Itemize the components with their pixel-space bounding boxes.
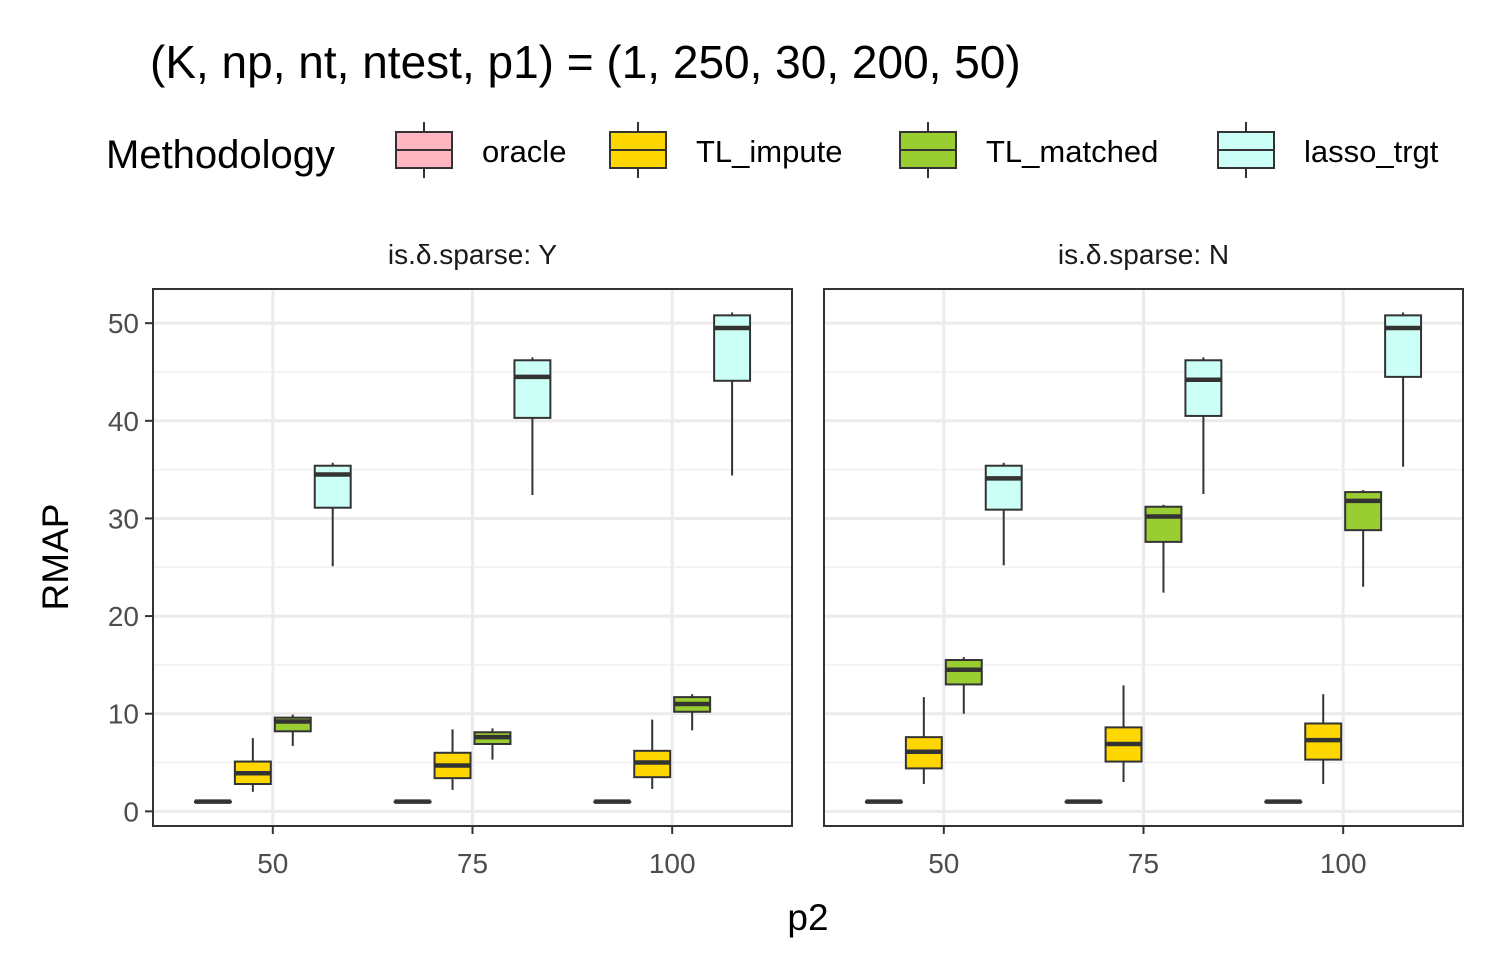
box-body — [1384, 314, 1423, 378]
legend-entry-TL_impute: TL_impute — [609, 122, 842, 178]
panel-strip-label: is.δ.sparse: N — [1058, 239, 1229, 270]
legend-entry-TL_matched: TL_matched — [899, 122, 1158, 178]
box-lasso_trgt-75 — [513, 357, 552, 496]
panel-1: is.δ.sparse: Y 50 75 100 0 10 20 30 40 50 — [108, 239, 793, 879]
box-TL_impute-50 — [904, 697, 943, 785]
box-lasso_trgt-50 — [313, 462, 352, 567]
box-lasso_trgt-100 — [713, 312, 752, 476]
box-TL_matched-100 — [673, 694, 712, 731]
y-tick-label: 10 — [108, 699, 139, 730]
box-body — [313, 464, 352, 509]
box-lasso_trgt-50 — [984, 462, 1023, 566]
panel-2: is.δ.sparse: N 50 75 100 — [823, 239, 1464, 879]
y-tick-label: 20 — [108, 601, 139, 632]
legend-label: lasso_trgt — [1304, 134, 1439, 169]
legend-label: oracle — [482, 134, 566, 169]
box-TL_matched-100 — [1344, 490, 1383, 587]
legend-entry-oracle: oracle — [395, 122, 566, 178]
x-tick-label: 50 — [257, 848, 288, 879]
x-tick-label: 50 — [928, 848, 959, 879]
box-TL_matched-50 — [944, 657, 983, 714]
box-TL_matched-75 — [1144, 504, 1183, 593]
box-body — [1344, 491, 1383, 532]
box-oracle-75 — [1064, 799, 1103, 804]
chart-title: (K, np, nt, ntest, p1) = (1, 250, 30, 20… — [150, 36, 1021, 88]
y-axis-label: RMAP — [35, 504, 76, 611]
box-TL_matched-75 — [473, 728, 512, 760]
panel-strip-label: is.δ.sparse: Y — [388, 239, 557, 270]
x-tick-label: 100 — [649, 848, 696, 879]
box-body — [513, 359, 552, 419]
y-tick-label: 40 — [108, 406, 139, 437]
box-oracle-100 — [1264, 799, 1303, 804]
y-tick-label: 50 — [108, 308, 139, 339]
box-oracle-100 — [593, 799, 632, 804]
legend-entry-lasso_trgt: lasso_trgt — [1217, 122, 1439, 178]
box-lasso_trgt-75 — [1184, 357, 1223, 495]
legend-label: TL_matched — [986, 134, 1158, 169]
box-TL_impute-75 — [1104, 685, 1143, 783]
box-TL_impute-50 — [233, 738, 272, 792]
x-tick-label: 75 — [457, 848, 488, 879]
box-TL_impute-100 — [1304, 694, 1343, 785]
legend-title: Methodology — [106, 133, 335, 177]
legend: Methodology oracle TL_impute TL_matched las… — [106, 122, 1439, 178]
box-body — [1184, 359, 1223, 417]
x-tick-label: 75 — [1128, 848, 1159, 879]
box-TL_impute-100 — [633, 719, 672, 789]
x-axis-label: p2 — [787, 897, 828, 938]
box-oracle-75 — [393, 799, 432, 804]
panels: is.δ.sparse: Y50 75 10001020304050is.δ.spa… — [108, 239, 1464, 879]
box-body — [944, 659, 983, 686]
box-body — [984, 464, 1023, 511]
box-oracle-50 — [864, 799, 903, 804]
x-tick-label: 100 — [1320, 848, 1367, 879]
y-tick-label: 30 — [108, 503, 139, 534]
box-body — [1144, 505, 1183, 543]
box-lasso_trgt-100 — [1384, 312, 1423, 467]
legend-label: TL_impute — [696, 134, 842, 169]
box-oracle-50 — [193, 799, 232, 804]
y-tick-label: 0 — [123, 796, 139, 827]
box-body — [713, 314, 752, 382]
box-TL_matched-50 — [273, 714, 312, 746]
box-TL_impute-75 — [433, 729, 472, 790]
